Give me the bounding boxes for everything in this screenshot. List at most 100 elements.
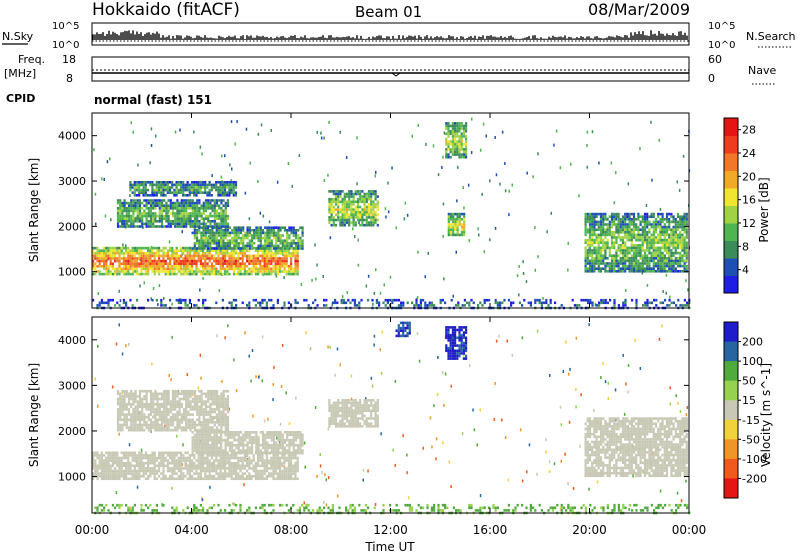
data-cell xyxy=(679,252,681,255)
data-cell xyxy=(677,262,679,265)
scatter-cell xyxy=(453,295,455,298)
scatter-cell xyxy=(171,303,173,306)
data-cell xyxy=(653,252,655,255)
data-cell xyxy=(635,302,637,305)
data-cell xyxy=(129,249,131,252)
colorbar-tick-label: 28 xyxy=(742,124,756,137)
data-cell xyxy=(132,217,134,220)
data-cell xyxy=(454,151,456,154)
data-cell xyxy=(657,226,659,229)
data-cell xyxy=(96,457,98,460)
scatter-cell xyxy=(576,337,578,340)
data-cell xyxy=(457,223,459,226)
data-cell xyxy=(283,270,285,273)
data-cell xyxy=(613,241,615,244)
data-cell xyxy=(458,146,460,149)
scatter-cell xyxy=(504,162,506,165)
data-cell xyxy=(447,140,449,143)
data-cell xyxy=(235,191,237,194)
data-cell xyxy=(112,470,114,473)
data-cell xyxy=(136,249,138,252)
data-cell xyxy=(655,299,657,302)
data-cell xyxy=(448,223,450,226)
data-cell xyxy=(158,255,160,258)
data-cell xyxy=(235,265,237,268)
data-cell xyxy=(686,265,688,268)
data-cell xyxy=(346,193,348,196)
data-cell xyxy=(171,470,173,473)
data-cell xyxy=(331,224,333,227)
data-cell xyxy=(670,221,672,224)
data-cell xyxy=(217,257,219,260)
data-cell xyxy=(633,254,635,257)
data-cell xyxy=(268,257,270,260)
data-cell xyxy=(270,268,272,271)
data-cell xyxy=(99,475,101,478)
data-cell xyxy=(214,215,216,218)
date-title: 08/Mar/2009 xyxy=(588,0,690,19)
data-cell xyxy=(673,262,675,265)
data-cell xyxy=(215,181,217,184)
scatter-cell xyxy=(545,451,547,454)
data-cell xyxy=(189,465,191,468)
data-cell xyxy=(173,465,175,468)
data-cell xyxy=(292,255,294,258)
data-cell xyxy=(290,262,292,265)
data-cell xyxy=(602,241,604,244)
data-cell xyxy=(125,467,127,470)
data-cell xyxy=(368,190,370,193)
data-cell xyxy=(344,208,346,211)
data-cell xyxy=(178,181,180,184)
data-cell xyxy=(125,260,127,263)
data-cell xyxy=(158,457,160,460)
data-cell xyxy=(366,224,368,227)
data-cell xyxy=(194,245,196,248)
data-cell xyxy=(664,247,666,250)
data-cell xyxy=(604,267,606,270)
data-cell xyxy=(463,125,465,128)
data-cell xyxy=(624,257,626,260)
data-cell xyxy=(341,299,343,302)
data-cell xyxy=(611,254,613,257)
data-cell xyxy=(593,247,595,250)
data-cell xyxy=(635,267,637,270)
data-cell xyxy=(147,260,149,263)
data-cell xyxy=(167,255,169,258)
data-cell xyxy=(342,190,344,193)
data-cell xyxy=(370,211,372,214)
data-cell xyxy=(609,231,611,234)
data-cell xyxy=(415,302,417,305)
scatter-cell xyxy=(435,457,437,460)
data-cell xyxy=(162,191,164,194)
data-cell xyxy=(173,467,175,470)
data-cell xyxy=(457,304,459,307)
data-cell xyxy=(132,223,134,226)
data-cell xyxy=(626,247,628,250)
data-cell xyxy=(677,221,679,224)
data-cell xyxy=(171,252,173,255)
data-cell xyxy=(339,201,341,204)
data-cell xyxy=(123,273,125,276)
data-cell xyxy=(107,268,109,271)
data-cell xyxy=(176,212,178,215)
data-cell xyxy=(644,257,646,260)
data-cell xyxy=(226,194,228,197)
data-cell xyxy=(224,262,226,265)
data-cell xyxy=(283,304,285,307)
data-cell xyxy=(337,198,339,201)
data-cell xyxy=(114,247,116,250)
data-cell xyxy=(368,214,370,217)
data-cell xyxy=(648,221,650,224)
data-cell xyxy=(613,247,615,250)
data-cell xyxy=(143,189,145,192)
data-cell xyxy=(370,201,372,204)
data-cell xyxy=(191,189,193,192)
data-cell xyxy=(119,212,121,215)
data-cell xyxy=(148,225,150,228)
data-cell xyxy=(629,234,631,237)
data-cell xyxy=(339,211,341,214)
data-cell xyxy=(246,257,248,260)
data-cell xyxy=(266,270,268,273)
data-cell xyxy=(134,454,136,457)
data-cell xyxy=(684,215,686,218)
